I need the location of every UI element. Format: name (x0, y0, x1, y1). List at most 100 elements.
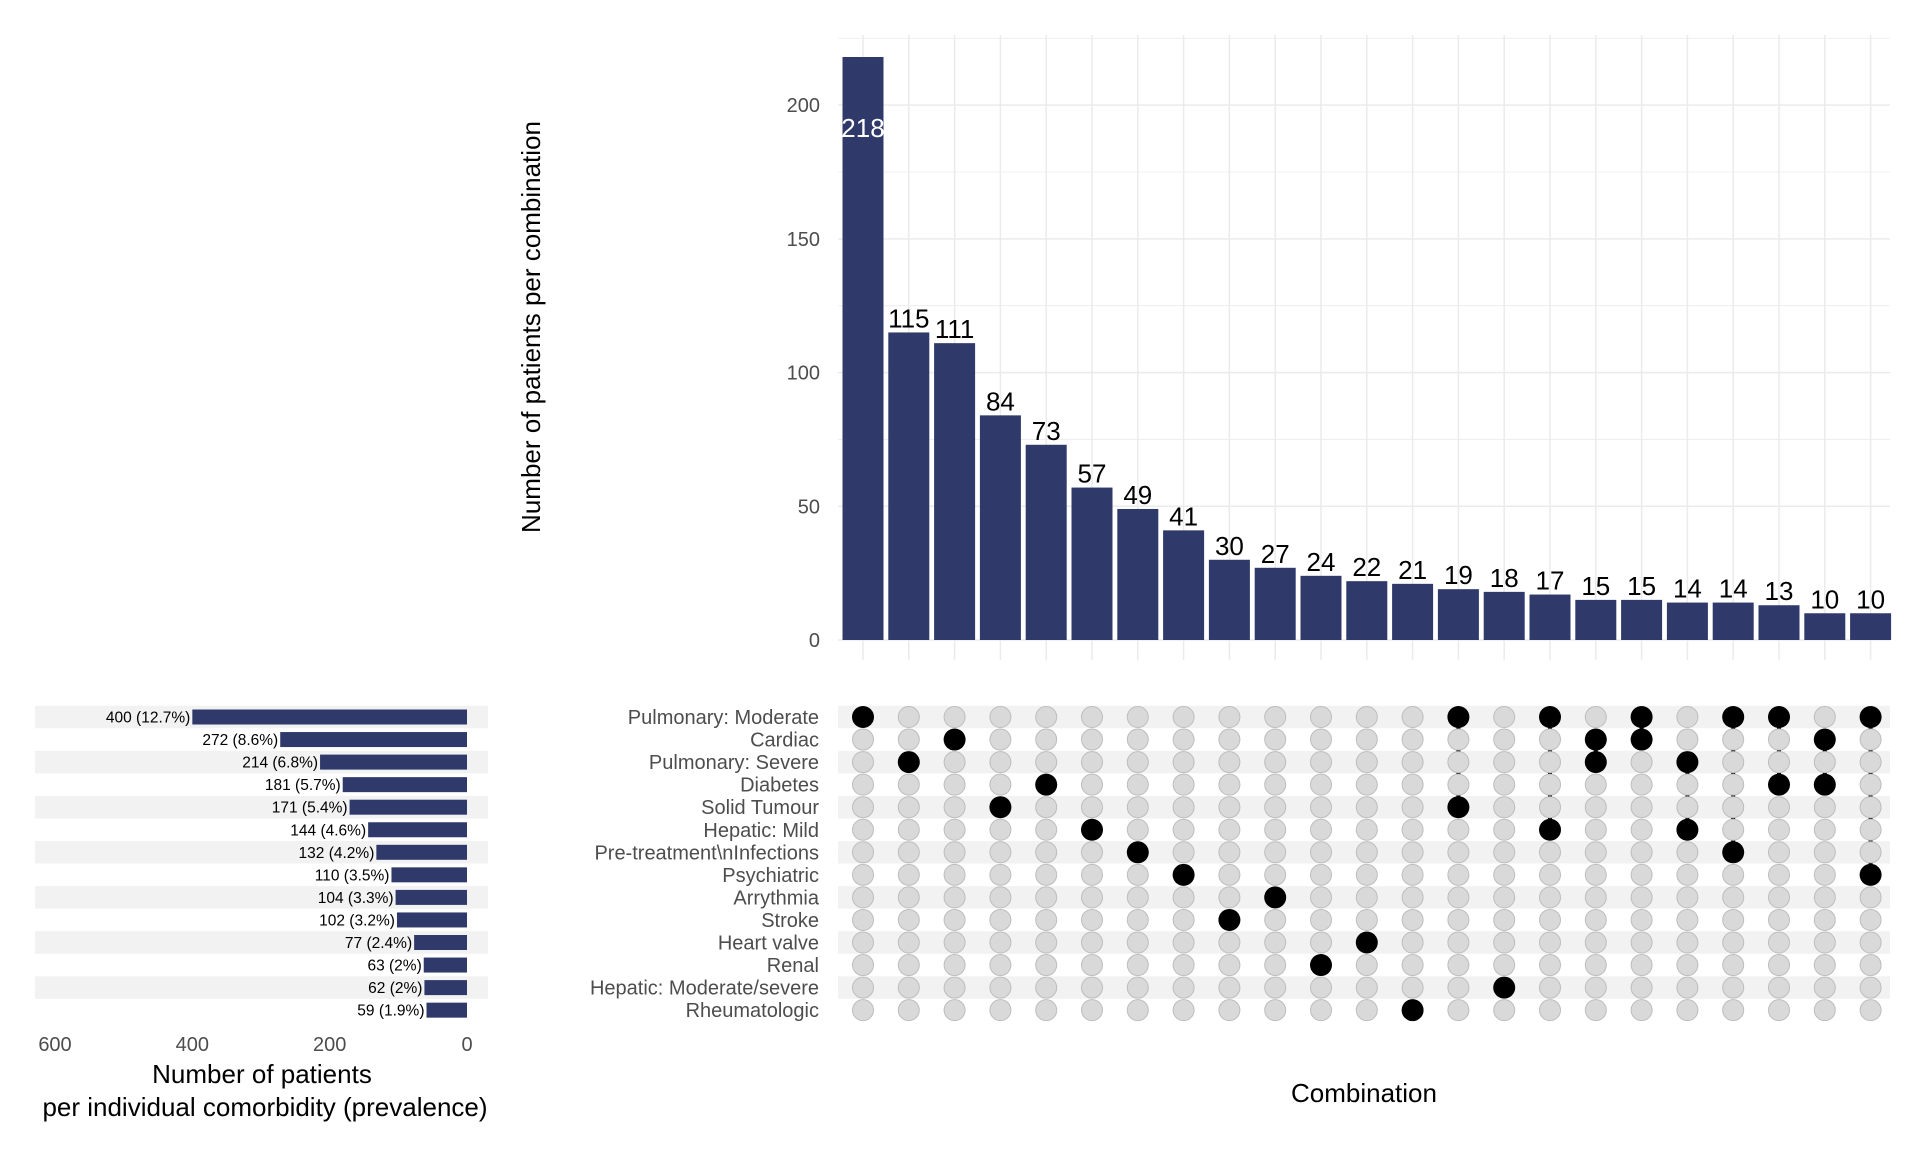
matrix-dot-inactive (1264, 908, 1287, 931)
matrix-dot-inactive (1218, 751, 1241, 774)
matrix-dot-inactive (897, 976, 920, 999)
matrix-dot-inactive (1310, 751, 1332, 774)
matrix-dot-inactive (1584, 706, 1607, 728)
matrix-dot-inactive (1813, 999, 1836, 1022)
matrix-dot-inactive (1722, 954, 1745, 977)
bar-value-label: 13 (1765, 576, 1794, 606)
intersection-bar (1025, 444, 1067, 640)
matrix-dot-inactive (1355, 863, 1378, 886)
matrix-dot-inactive (1401, 706, 1424, 728)
matrix-dot-inactive (1264, 706, 1287, 728)
matrix-dot-inactive (852, 886, 874, 909)
matrix-dot-inactive (1630, 954, 1653, 977)
matrix-dot-inactive (989, 841, 1012, 864)
matrix-dot-inactive (1355, 796, 1378, 819)
matrix-dot-inactive (852, 999, 874, 1022)
matrix-dot-inactive (1264, 954, 1287, 977)
matrix-dot-inactive (1813, 886, 1836, 909)
matrix-dot-inactive (943, 976, 966, 999)
matrix-dot-inactive (1081, 751, 1103, 774)
matrix-dot-inactive (1035, 954, 1058, 977)
matrix-dot-inactive (1676, 773, 1699, 796)
matrix-dot-inactive (1859, 954, 1882, 977)
matrix-dot-inactive (897, 728, 920, 751)
matrix-dot-active (1126, 841, 1149, 864)
matrix-dot-inactive (1355, 841, 1378, 864)
matrix-dot-inactive (1310, 796, 1332, 819)
matrix-dot-inactive (1722, 751, 1745, 774)
matrix-dot-inactive (1722, 773, 1745, 796)
matrix-dot-inactive (1676, 976, 1699, 999)
bar-value-label: 21 (1398, 555, 1427, 585)
matrix-dot-inactive (989, 908, 1012, 931)
set-size-label: 144 (4.6%) (290, 822, 366, 839)
matrix-dot-inactive (1493, 863, 1516, 886)
matrix-dot-inactive (1447, 954, 1470, 977)
matrix-dot-inactive (1172, 976, 1195, 999)
set-size-bar (349, 799, 467, 815)
bar-value-label: 15 (1581, 571, 1610, 601)
intersection-bar (1712, 602, 1754, 640)
matrix-dot-inactive (1401, 976, 1424, 999)
set-size-bar (320, 754, 467, 770)
matrix-dot-inactive (852, 796, 874, 819)
y-tick-label: 100 (787, 363, 820, 385)
matrix-dot-inactive (1172, 751, 1195, 774)
set-label: Arrythmia (733, 887, 819, 909)
matrix-dot-inactive (1584, 976, 1607, 999)
matrix-dot-inactive (989, 976, 1012, 999)
matrix-dot-inactive (1172, 728, 1195, 751)
matrix-dot-inactive (897, 999, 920, 1022)
matrix-dot-inactive (1676, 886, 1699, 909)
set-label: Pulmonary: Moderate (628, 707, 819, 729)
bar-value-label: 10 (1856, 584, 1885, 614)
matrix-dot-active (1401, 999, 1424, 1022)
matrix-dot-inactive (1676, 999, 1699, 1022)
matrix-dot-inactive (1035, 886, 1058, 909)
matrix-dot-inactive (852, 863, 874, 886)
matrix-dot-inactive (1310, 841, 1332, 864)
matrix-dot-inactive (1859, 999, 1882, 1022)
matrix-dot-inactive (1630, 863, 1653, 886)
set-size-axis-title-line2: per individual comorbidity (prevalence) (42, 1092, 487, 1122)
intersection-bar (979, 415, 1021, 640)
matrix-dot-inactive (1401, 886, 1424, 909)
matrix-dot-inactive (989, 706, 1012, 728)
matrix-dot-inactive (1768, 931, 1790, 954)
matrix-dot-active (1539, 706, 1561, 728)
intersection-bar (1300, 575, 1342, 640)
matrix-dot-inactive (1813, 954, 1836, 977)
matrix-dot-inactive (1859, 796, 1882, 819)
matrix-dot-active (1722, 841, 1745, 864)
matrix-dot-inactive (1447, 818, 1470, 841)
matrix-dot-inactive (1081, 886, 1103, 909)
matrix-dot-inactive (1813, 818, 1836, 841)
matrix-dot-active (897, 751, 920, 774)
matrix-dot-inactive (1401, 954, 1424, 977)
matrix-dot-inactive (1264, 931, 1287, 954)
matrix-dot-inactive (1493, 886, 1516, 909)
matrix-dot-inactive (1355, 908, 1378, 931)
matrix-dot-inactive (1859, 728, 1882, 751)
matrix-dot-inactive (1172, 706, 1195, 728)
matrix-dot-inactive (1859, 773, 1882, 796)
matrix-dot-inactive (1264, 976, 1287, 999)
matrix-dot-inactive (1630, 841, 1653, 864)
matrix-dot-inactive (1859, 841, 1882, 864)
matrix-dot-inactive (1218, 863, 1241, 886)
matrix-dot-inactive (852, 773, 874, 796)
matrix-dot-inactive (943, 931, 966, 954)
matrix-dot-inactive (1081, 841, 1103, 864)
matrix-dot-inactive (1676, 841, 1699, 864)
matrix-dot-inactive (1676, 954, 1699, 977)
matrix-dot-inactive (1722, 908, 1745, 931)
matrix-dot-inactive (1539, 954, 1561, 977)
matrix-dot-inactive (989, 931, 1012, 954)
matrix-dot-active (943, 728, 966, 751)
matrix-dot-inactive (1218, 728, 1241, 751)
matrix-dot-inactive (1355, 706, 1378, 728)
matrix-dot-inactive (1035, 818, 1058, 841)
matrix-dot-inactive (1630, 976, 1653, 999)
matrix-dot-inactive (1035, 999, 1058, 1022)
